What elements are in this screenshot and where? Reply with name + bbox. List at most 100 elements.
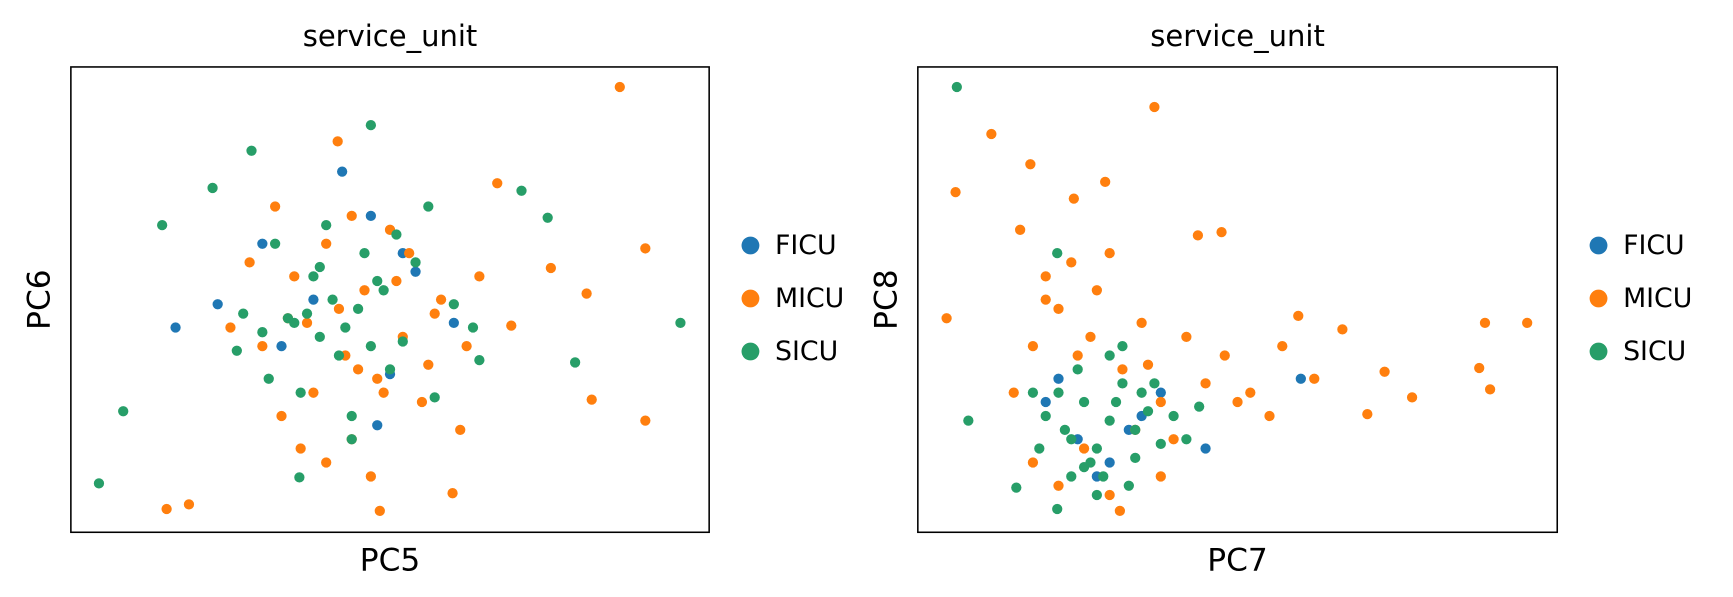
point	[950, 186, 961, 198]
point	[986, 128, 997, 140]
point	[1040, 396, 1051, 408]
point	[269, 238, 281, 249]
point	[1117, 341, 1128, 352]
point	[246, 145, 257, 156]
point	[352, 364, 364, 375]
point	[467, 322, 479, 333]
plot-frame	[917, 66, 1559, 534]
point	[359, 247, 370, 259]
legend-label: FICU	[1623, 230, 1685, 261]
legend-label: MICU	[1623, 283, 1692, 314]
point	[1379, 366, 1390, 377]
point	[1136, 317, 1147, 329]
point	[378, 285, 389, 296]
point	[1181, 331, 1192, 342]
point	[429, 392, 440, 403]
point	[1066, 434, 1077, 445]
point	[1091, 285, 1102, 296]
legend-marker	[1589, 342, 1608, 361]
point	[1040, 294, 1051, 305]
point	[474, 354, 485, 366]
point	[1155, 387, 1166, 398]
point	[1155, 438, 1166, 449]
point	[397, 336, 408, 347]
point	[365, 210, 377, 221]
legend-marker	[741, 236, 760, 255]
point	[1040, 271, 1051, 282]
point	[352, 303, 364, 315]
point	[423, 359, 434, 370]
point	[474, 271, 485, 282]
point	[1104, 457, 1115, 468]
point	[1200, 378, 1211, 389]
point	[183, 499, 195, 510]
point	[333, 303, 345, 315]
point	[365, 471, 377, 482]
point	[1142, 406, 1154, 417]
y-axis-label: PC6	[22, 269, 58, 330]
point	[951, 81, 962, 93]
point	[1168, 434, 1179, 445]
legend-marker	[1589, 289, 1608, 308]
point	[314, 261, 325, 273]
panel: service_unit PC5 PC6 FICU MICU SICU	[22, 19, 845, 578]
point	[269, 201, 281, 212]
point	[332, 136, 343, 147]
point	[1085, 331, 1096, 342]
point	[410, 257, 421, 268]
point	[1219, 350, 1230, 361]
point	[321, 220, 332, 231]
point	[1149, 378, 1160, 389]
point	[1123, 480, 1134, 491]
point	[295, 443, 306, 454]
point	[1027, 457, 1039, 468]
point	[231, 345, 242, 356]
point	[447, 488, 458, 499]
legend-marker	[741, 289, 760, 308]
point	[346, 210, 357, 221]
point	[276, 341, 287, 352]
point	[1155, 396, 1166, 408]
point	[212, 299, 223, 310]
point	[391, 229, 402, 240]
point	[1015, 224, 1026, 235]
point	[461, 341, 472, 352]
point	[1200, 443, 1211, 454]
point	[410, 266, 421, 277]
point	[586, 394, 597, 405]
point	[1406, 392, 1418, 403]
point	[640, 415, 651, 426]
point	[1091, 489, 1102, 501]
point	[238, 308, 249, 319]
point	[1117, 378, 1128, 389]
legend-label: MICU	[775, 283, 844, 314]
legend-marker	[741, 342, 760, 361]
point	[1522, 317, 1533, 329]
point	[1104, 489, 1115, 501]
point	[372, 275, 383, 287]
point	[308, 271, 319, 282]
point	[1216, 227, 1227, 238]
point	[1072, 364, 1083, 375]
point	[365, 341, 377, 352]
point	[244, 257, 255, 268]
point	[1277, 341, 1288, 352]
point	[346, 410, 357, 422]
point	[1136, 387, 1147, 398]
point	[1078, 396, 1090, 408]
point	[257, 341, 268, 352]
point	[1052, 503, 1063, 515]
point	[1295, 373, 1306, 384]
point	[93, 478, 105, 489]
point	[1130, 424, 1141, 436]
point	[301, 308, 313, 319]
point	[1027, 387, 1039, 398]
point	[294, 472, 305, 483]
point	[1053, 373, 1064, 384]
point	[545, 262, 556, 274]
point	[282, 313, 294, 324]
panel: service_unit PC7 PC8 FICU MICU SICU	[869, 19, 1693, 578]
point	[516, 185, 527, 196]
point	[263, 373, 274, 384]
